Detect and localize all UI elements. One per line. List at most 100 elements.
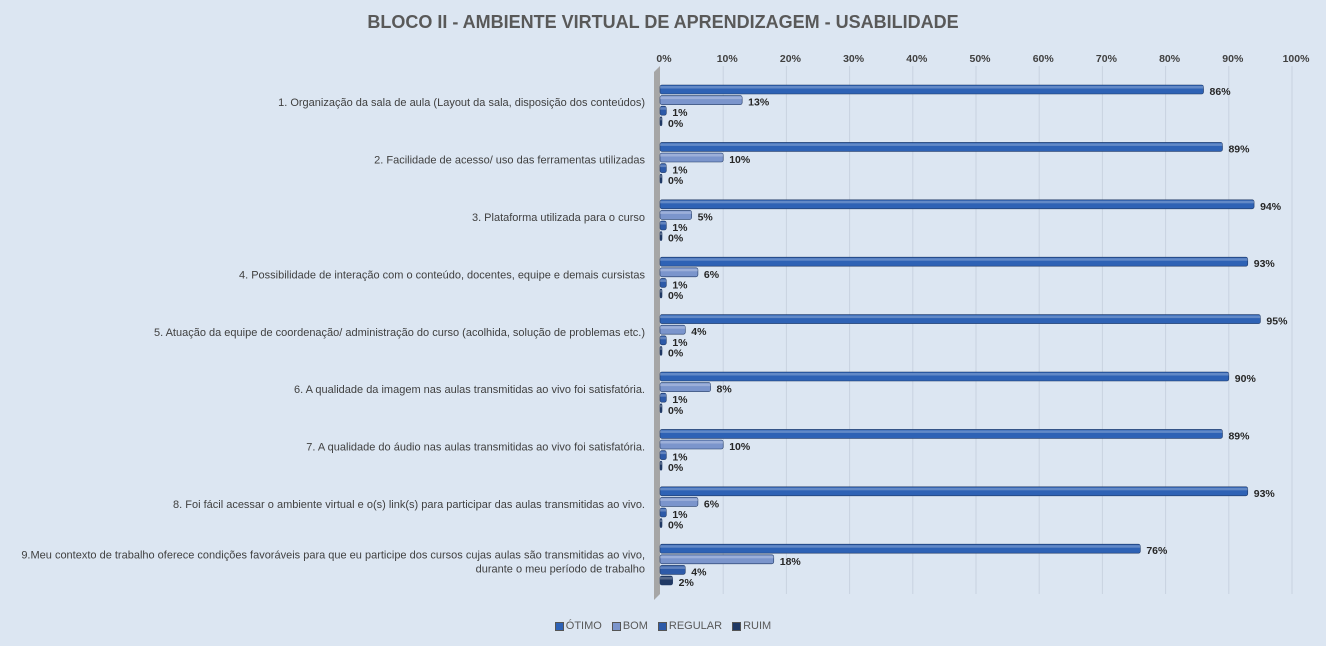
bar-highlight bbox=[660, 279, 667, 282]
data-label: 1% bbox=[672, 107, 688, 119]
bar-highlight bbox=[660, 519, 662, 523]
bar-highlight bbox=[660, 577, 673, 580]
bar-ótimo bbox=[659, 84, 1204, 95]
data-label: 86% bbox=[1210, 86, 1232, 98]
x-tick-label: 10% bbox=[717, 53, 739, 65]
data-label: 0% bbox=[668, 405, 684, 417]
bar-bom bbox=[659, 152, 724, 163]
data-label: 0% bbox=[668, 520, 684, 532]
bar-regular bbox=[659, 105, 667, 116]
data-label: 1% bbox=[672, 165, 688, 177]
data-label: 6% bbox=[704, 269, 720, 281]
data-label: 4% bbox=[691, 566, 707, 578]
bar-highlight bbox=[660, 154, 724, 157]
axis-wall bbox=[654, 66, 660, 600]
bar-regular bbox=[659, 392, 667, 403]
legend-item: BOM bbox=[611, 620, 648, 632]
bar-ruim bbox=[659, 518, 663, 528]
x-tick-label: 0% bbox=[656, 53, 672, 65]
data-label: 13% bbox=[748, 97, 770, 109]
bar-highlight bbox=[660, 268, 698, 272]
bar-bom bbox=[659, 554, 775, 565]
bar-bom bbox=[659, 95, 743, 105]
bar-highlight bbox=[660, 86, 1204, 89]
bar-highlight bbox=[660, 143, 1223, 146]
bar-highlight bbox=[660, 211, 692, 214]
legend-label: RUIM bbox=[743, 620, 772, 632]
bar-highlight bbox=[660, 430, 1223, 433]
bar-regular bbox=[659, 335, 667, 346]
legend-swatch bbox=[732, 621, 742, 631]
category-label: durante o meu período de trabalho bbox=[476, 563, 645, 575]
data-label: 90% bbox=[1235, 373, 1257, 385]
x-tick-label: 80% bbox=[1159, 53, 1181, 65]
legend-label: BOM bbox=[622, 620, 648, 632]
bar-highlight bbox=[660, 107, 667, 110]
bar-ruim bbox=[659, 575, 673, 586]
legend-item: REGULAR bbox=[657, 620, 723, 632]
data-label: 0% bbox=[668, 347, 684, 359]
data-label: 1% bbox=[672, 222, 688, 234]
x-tick-label: 60% bbox=[1033, 53, 1055, 65]
data-label: 0% bbox=[668, 233, 684, 245]
bar-ótimo bbox=[659, 256, 1249, 267]
bar-bom bbox=[659, 439, 724, 450]
data-label: 0% bbox=[668, 175, 684, 187]
bar-highlight bbox=[660, 545, 1141, 548]
data-label: 6% bbox=[704, 498, 720, 510]
bar-ótimo bbox=[659, 371, 1230, 382]
bar-ruim bbox=[659, 403, 663, 414]
bar-highlight bbox=[660, 441, 724, 444]
bar-highlight bbox=[660, 315, 1261, 319]
category-label: 6. A qualidade da imagem nas aulas trans… bbox=[294, 384, 645, 396]
bar-ótimo bbox=[659, 142, 1223, 152]
category-label: 4. Possibilidade de interação com o cont… bbox=[239, 269, 646, 281]
legend: ÓTIMO BOM REGULAR RUIM bbox=[0, 620, 1326, 632]
bar-ótimo bbox=[659, 199, 1255, 210]
bar-ruim bbox=[659, 288, 663, 299]
bar-highlight bbox=[660, 232, 662, 236]
data-label: 10% bbox=[729, 441, 751, 453]
data-label: 18% bbox=[780, 556, 802, 568]
category-label: 5. Atuação da equipe de coordenação/ adm… bbox=[154, 327, 645, 339]
bar-bom bbox=[659, 497, 699, 507]
legend-item: ÓTIMO bbox=[554, 620, 602, 632]
category-label: 9.Meu contexto de trabalho oferece condi… bbox=[21, 549, 645, 561]
bar-highlight bbox=[660, 462, 662, 465]
bar-highlight bbox=[660, 383, 711, 387]
bar-bom bbox=[659, 382, 711, 392]
data-label: 0% bbox=[668, 118, 684, 130]
x-tick-label: 30% bbox=[843, 53, 865, 65]
bar-ruim bbox=[659, 116, 663, 127]
category-label: 7. A qualidade do áudio nas aulas transm… bbox=[306, 442, 645, 454]
category-label: 3. Plataforma utilizada para o curso bbox=[472, 212, 645, 224]
legend-label: REGULAR bbox=[668, 620, 723, 632]
data-label: 93% bbox=[1254, 258, 1276, 270]
bar-ótimo bbox=[659, 486, 1249, 497]
bar-ruim bbox=[659, 231, 663, 241]
bar-highlight bbox=[660, 487, 1248, 491]
data-label: 1% bbox=[672, 452, 688, 464]
bar-ótimo bbox=[659, 314, 1261, 324]
bar-highlight bbox=[660, 222, 667, 225]
bar-highlight bbox=[660, 175, 662, 178]
bar-regular bbox=[659, 220, 667, 231]
bar-regular bbox=[659, 565, 686, 575]
x-tick-label: 100% bbox=[1283, 53, 1311, 65]
data-label: 1% bbox=[672, 337, 688, 349]
bar-bom bbox=[659, 324, 686, 335]
bar-ótimo bbox=[659, 543, 1141, 554]
data-label: 10% bbox=[729, 154, 751, 166]
bar-highlight bbox=[660, 96, 743, 100]
bar-highlight bbox=[660, 498, 698, 501]
data-label: 5% bbox=[698, 211, 714, 223]
x-tick-label: 40% bbox=[906, 53, 928, 65]
bar-highlight bbox=[660, 164, 667, 168]
bar-ruim bbox=[659, 460, 663, 471]
bar-highlight bbox=[660, 117, 662, 121]
bar-ruim bbox=[659, 346, 663, 356]
bar-highlight bbox=[660, 373, 1229, 376]
data-label: 93% bbox=[1254, 488, 1276, 500]
legend-swatch bbox=[611, 621, 621, 631]
data-label: 4% bbox=[691, 326, 707, 338]
